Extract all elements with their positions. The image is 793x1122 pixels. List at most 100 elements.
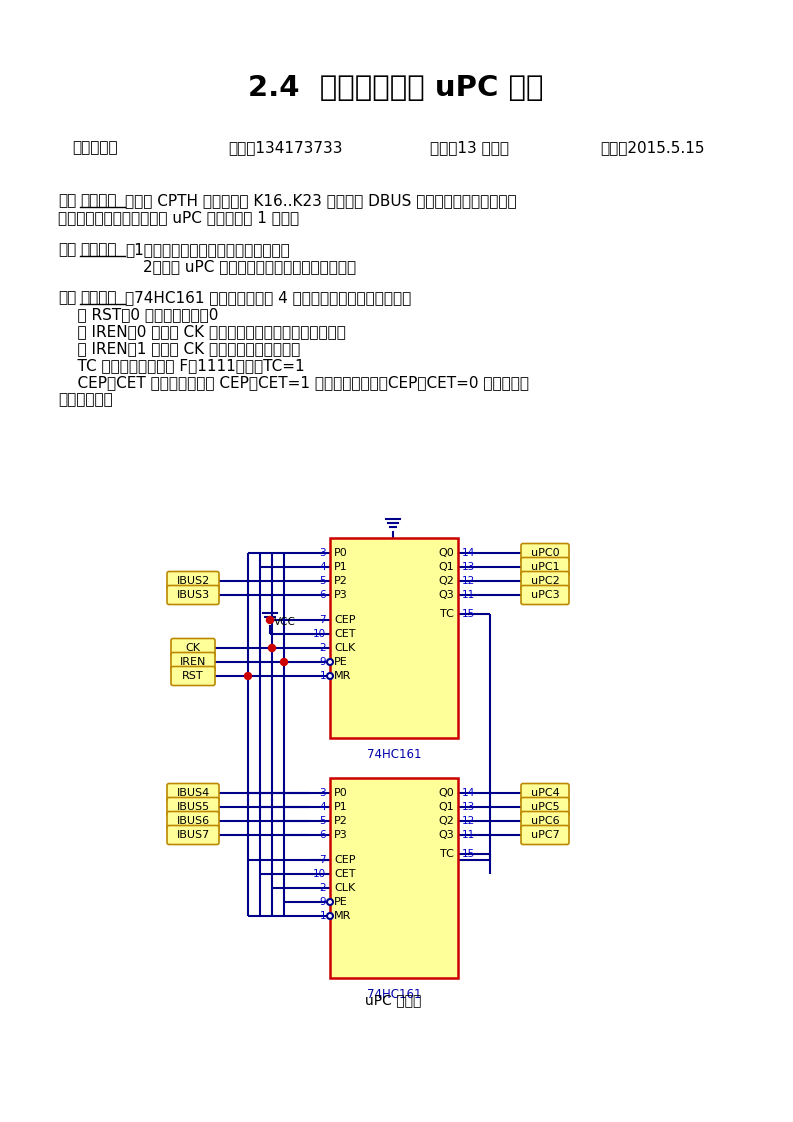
Text: 制信号，实现微程序计数器 uPC 的写入和加 1 功能。: 制信号，实现微程序计数器 uPC 的写入和加 1 功能。: [58, 210, 299, 226]
Text: Q1: Q1: [439, 802, 454, 812]
Text: 4: 4: [320, 562, 326, 572]
Text: P3: P3: [334, 590, 348, 600]
Text: TC: TC: [440, 609, 454, 619]
Text: 13: 13: [462, 562, 475, 572]
Text: 一．: 一．: [58, 193, 76, 208]
Text: 13: 13: [462, 802, 475, 812]
Text: ：利用 CPTH 实验仪上的 K16..K23 开关做为 DBUS 的数据，其它开关做为控: ：利用 CPTH 实验仪上的 K16..K23 开关做为 DBUS 的数据，其它…: [125, 193, 516, 208]
Text: 6: 6: [320, 830, 326, 840]
Text: P2: P2: [334, 816, 348, 826]
Circle shape: [269, 644, 275, 652]
Circle shape: [327, 673, 333, 679]
Circle shape: [281, 659, 288, 665]
FancyBboxPatch shape: [171, 666, 215, 686]
Text: 二．: 二．: [58, 242, 76, 257]
FancyBboxPatch shape: [167, 586, 219, 605]
Text: CK: CK: [186, 643, 201, 653]
Text: 14: 14: [462, 548, 475, 558]
Text: P1: P1: [334, 562, 348, 572]
Text: IBUS3: IBUS3: [176, 590, 209, 600]
Text: 当 RST＝0 时，记数器被清0: 当 RST＝0 时，记数器被清0: [58, 307, 218, 322]
Text: uPC5: uPC5: [531, 802, 559, 812]
Text: 11: 11: [462, 590, 475, 600]
Text: CET: CET: [334, 870, 355, 879]
Text: uPC4: uPC4: [531, 788, 559, 798]
Text: 保持原记数值: 保持原记数值: [58, 392, 113, 407]
Text: P3: P3: [334, 830, 348, 840]
FancyBboxPatch shape: [521, 811, 569, 830]
Text: VCC: VCC: [274, 617, 296, 627]
Text: Q0: Q0: [439, 548, 454, 558]
Text: 2、了解 uPC 的结构、工作原理及其控制方法。: 2、了解 uPC 的结构、工作原理及其控制方法。: [143, 259, 356, 274]
FancyBboxPatch shape: [167, 571, 219, 590]
Text: 14: 14: [462, 788, 475, 798]
Text: 6: 6: [320, 590, 326, 600]
Text: Q3: Q3: [439, 590, 454, 600]
Text: 15: 15: [462, 609, 475, 619]
Text: 15: 15: [462, 849, 475, 859]
Text: 74HC161: 74HC161: [366, 988, 421, 1001]
Text: 1: 1: [320, 911, 326, 921]
Text: RST: RST: [182, 671, 204, 681]
Circle shape: [327, 659, 333, 665]
Text: PE: PE: [334, 657, 348, 666]
Text: 12: 12: [462, 816, 475, 826]
Text: 2: 2: [320, 643, 326, 653]
Text: P0: P0: [334, 548, 348, 558]
FancyBboxPatch shape: [167, 826, 219, 845]
Text: Q3: Q3: [439, 830, 454, 840]
Text: 10: 10: [313, 870, 326, 879]
Text: CET: CET: [334, 629, 355, 640]
Text: Q2: Q2: [438, 576, 454, 586]
Text: CLK: CLK: [334, 643, 355, 653]
Text: 3: 3: [320, 548, 326, 558]
Circle shape: [327, 913, 333, 919]
Text: 5: 5: [320, 816, 326, 826]
Text: TC: TC: [440, 849, 454, 859]
Text: Q1: Q1: [439, 562, 454, 572]
Text: TC 为进位，当记数到 F（1111）时，TC=1: TC 为进位，当记数到 F（1111）时，TC=1: [58, 358, 305, 373]
Text: uPC6: uPC6: [531, 816, 559, 826]
Bar: [330, 778, 458, 978]
Circle shape: [244, 672, 251, 680]
FancyBboxPatch shape: [171, 653, 215, 671]
Text: 12: 12: [462, 576, 475, 586]
Text: P0: P0: [334, 788, 348, 798]
FancyBboxPatch shape: [521, 586, 569, 605]
Text: 5: 5: [320, 576, 326, 586]
Text: MR: MR: [334, 671, 351, 681]
FancyBboxPatch shape: [167, 798, 219, 817]
Text: 日期：2015.5.15: 日期：2015.5.15: [600, 140, 704, 156]
Circle shape: [327, 899, 333, 905]
Text: MR: MR: [334, 911, 351, 921]
Text: 1: 1: [320, 671, 326, 681]
Text: 实验目的: 实验目的: [80, 242, 117, 257]
Text: ：1、了解模型机中微程序的基本概念。: ：1、了解模型机中微程序的基本概念。: [125, 242, 289, 257]
Text: uPC0: uPC0: [531, 548, 559, 558]
Text: CEP，CET 为记数使能，当 CEP，CET=1 时，记数器工作，CEP，CET=0 时，记数器: CEP，CET 为记数使能，当 CEP，CET=1 时，记数器工作，CEP，CE…: [58, 375, 529, 390]
Bar: [330, 539, 458, 738]
Text: Q0: Q0: [439, 788, 454, 798]
Text: Q2: Q2: [438, 816, 454, 826]
Text: IREN: IREN: [180, 657, 206, 666]
FancyBboxPatch shape: [521, 571, 569, 590]
Text: 当 IREN＝1 时，在 CK 的上升沿，记数器加一: 当 IREN＝1 时，在 CK 的上升沿，记数器加一: [58, 341, 301, 356]
Text: 4: 4: [320, 802, 326, 812]
Text: 当 IREN＝0 时，在 CK 的上升沿，预置数据被打入记数器: 当 IREN＝0 时，在 CK 的上升沿，预置数据被打入记数器: [58, 324, 346, 339]
Text: 7: 7: [320, 615, 326, 625]
FancyBboxPatch shape: [167, 811, 219, 830]
FancyBboxPatch shape: [171, 638, 215, 657]
FancyBboxPatch shape: [521, 783, 569, 802]
Text: 班级：13 计算机: 班级：13 计算机: [430, 140, 509, 156]
FancyBboxPatch shape: [521, 543, 569, 562]
Text: 三．: 三．: [58, 289, 76, 305]
Text: IBUS6: IBUS6: [176, 816, 209, 826]
Text: ：74HC161 是一片带预置的 4 位二进制记数器。功能如下：: ：74HC161 是一片带预置的 4 位二进制记数器。功能如下：: [125, 289, 412, 305]
Text: 7: 7: [320, 855, 326, 865]
Text: uPC1: uPC1: [531, 562, 559, 572]
Text: 11: 11: [462, 830, 475, 840]
Text: uPC3: uPC3: [531, 590, 559, 600]
Text: P1: P1: [334, 802, 348, 812]
Text: IBUS7: IBUS7: [176, 830, 209, 840]
Text: 9: 9: [320, 896, 326, 907]
